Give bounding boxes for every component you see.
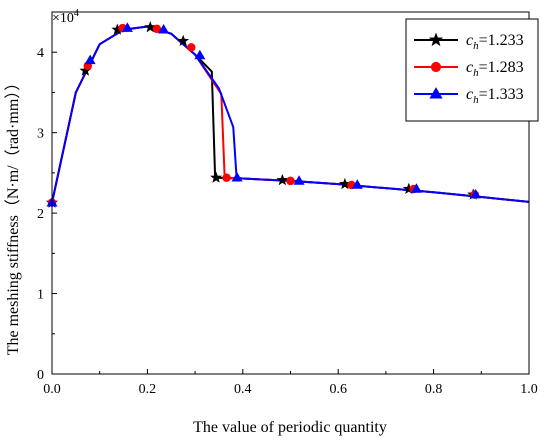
legend-value: =1.283 (479, 59, 524, 76)
data-point-triangle (293, 175, 305, 185)
data-point-circle (152, 24, 162, 34)
data-point-star (79, 64, 92, 76)
data-point-star (338, 177, 351, 190)
legend-label: ch=1.233 (466, 32, 524, 52)
data-point-star (177, 34, 190, 47)
y-axis: 0 1 2 3 4 (37, 46, 57, 383)
data-point-triangle (84, 54, 96, 65)
data-point-triangle (351, 179, 363, 189)
x-axis-title: The value of periodic quantity (193, 419, 387, 436)
y-multiplier-base: ×10 (52, 11, 74, 26)
y-axis-title: The meshing stiffness（N·m/（rad·mm）） (4, 75, 22, 356)
legend-prefix: c (466, 32, 473, 49)
data-point-triangle (429, 87, 443, 99)
data-point-triangle (194, 49, 206, 60)
data-point-triangle (231, 172, 243, 182)
legend-prefix: c (466, 86, 473, 103)
data-point-star (402, 182, 415, 195)
data-point-circle (286, 176, 295, 186)
data-point-triangle (470, 188, 482, 199)
x-tick-label: 0.4 (234, 382, 252, 397)
y-tick-label: 4 (37, 46, 44, 61)
data-point-circle (430, 61, 442, 73)
legend-subscript: h (473, 40, 479, 52)
y-tick-label: 2 (37, 207, 44, 222)
data-point-star (276, 173, 289, 186)
x-tick-label: 0.2 (139, 382, 157, 397)
x-tick-label: 0.0 (43, 382, 61, 397)
data-point-star (428, 32, 444, 47)
data-point-circle (222, 173, 231, 182)
x-tick-label: 0.6 (329, 382, 347, 397)
data-point-star (210, 171, 223, 183)
y-tick-label: 0 (37, 368, 44, 383)
legend-label: ch=1.283 (466, 59, 524, 79)
legend-subscript: h (473, 67, 479, 79)
legend-box (405, 18, 539, 122)
data-point-circle (187, 43, 196, 52)
data-point-star (144, 21, 157, 33)
x-tick-label: 1.0 (520, 382, 538, 397)
data-point-triangle (410, 183, 422, 193)
data-point-triangle (121, 22, 133, 32)
series-line (52, 25, 529, 203)
legend-subscript: h (473, 94, 479, 106)
x-tick-label: 0.8 (425, 382, 443, 397)
y-tick-label: 3 (37, 127, 44, 142)
legend-value: =1.233 (479, 32, 524, 49)
y-multiplier: ×104 (52, 8, 79, 26)
y-multiplier-exponent: 4 (74, 8, 79, 19)
data-point-star (111, 23, 124, 35)
legend-label: ch=1.333 (466, 86, 524, 106)
y-tick-label: 1 (37, 288, 44, 303)
legend-prefix: c (466, 59, 473, 76)
legend-value: =1.333 (479, 86, 524, 103)
series-markers (46, 21, 482, 208)
x-axis: 0.0 0.2 0.4 0.6 0.8 1.0 (43, 369, 538, 397)
data-point-triangle (158, 23, 170, 34)
